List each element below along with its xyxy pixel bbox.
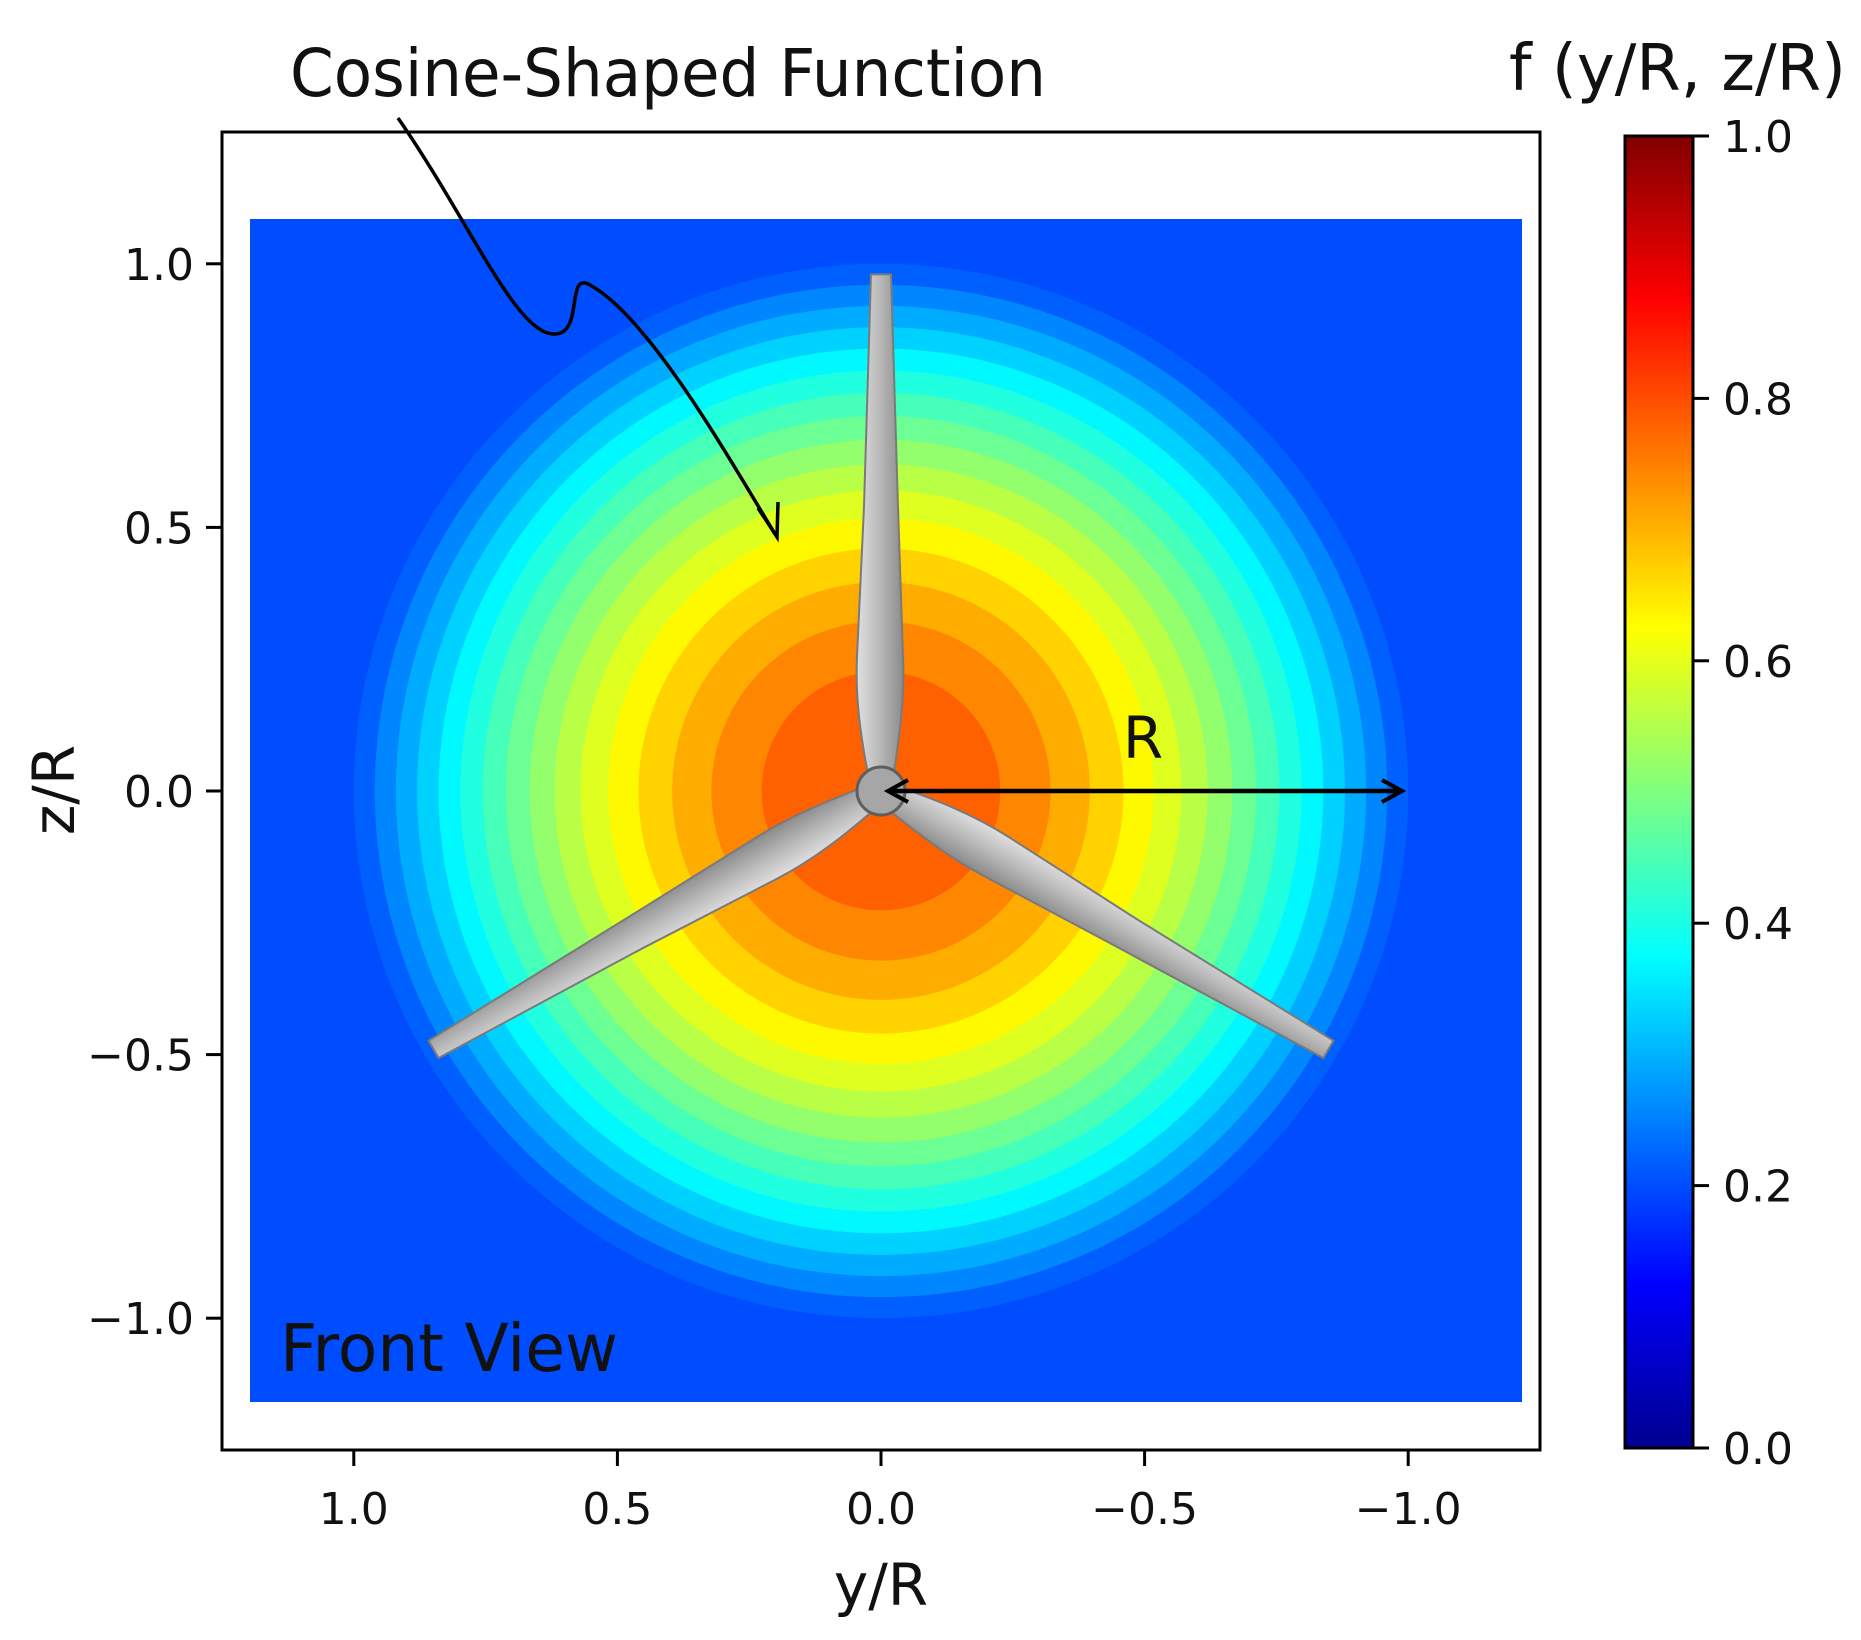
colorbar-tick-label: 0.8 [1723, 374, 1793, 425]
heatmap-contours [353, 263, 1409, 1319]
y-axis-title: z/R [20, 745, 88, 835]
x-tick-label: 0.0 [846, 1484, 916, 1535]
function-annotation-arrow [396, 117, 777, 535]
turbine-blade [855, 273, 905, 780]
x-axis-title: y/R [834, 1551, 928, 1619]
function-annotation-label: Cosine-Shaped Function [290, 35, 1046, 112]
colorbar-label: f (y/R, z/R) [1509, 32, 1846, 106]
colorbar-tick-label: 0.2 [1723, 1162, 1793, 1213]
colorbar-ticks: 0.0 0.2 0.4 0.6 0.8 1.0 [1693, 112, 1793, 1475]
front-view-label: Front View [280, 1310, 618, 1387]
function-annotation-arrowhead [756, 501, 780, 543]
heatmap-field [250, 219, 1522, 1402]
x-tick-label: −1.0 [1355, 1484, 1462, 1535]
turbine-blade [427, 785, 878, 1060]
x-tick-label: 0.5 [582, 1484, 652, 1535]
x-axis-ticks: 1.0 0.5 0.0 −0.5 −1.0 [319, 1450, 1462, 1535]
y-tick-label: −1.0 [87, 1294, 194, 1345]
y-tick-label: 0.0 [124, 767, 194, 818]
colorbar-tick-label: 1.0 [1723, 112, 1793, 163]
colorbar [1623, 134, 1695, 1450]
colorbar-tick-label: 0.0 [1723, 1424, 1793, 1475]
radius-label: R [1123, 704, 1163, 772]
colorbar-tick-label: 0.6 [1723, 637, 1793, 688]
x-tick-label: 1.0 [319, 1484, 389, 1535]
y-tick-label: 1.0 [124, 240, 194, 291]
colorbar-tick-label: 0.4 [1723, 899, 1793, 950]
y-tick-label: −0.5 [87, 1031, 194, 1082]
y-tick-label: 0.5 [124, 503, 194, 554]
x-tick-label: −0.5 [1091, 1484, 1198, 1535]
y-axis-ticks: 1.0 0.5 0.0 −0.5 −1.0 [87, 240, 222, 1345]
